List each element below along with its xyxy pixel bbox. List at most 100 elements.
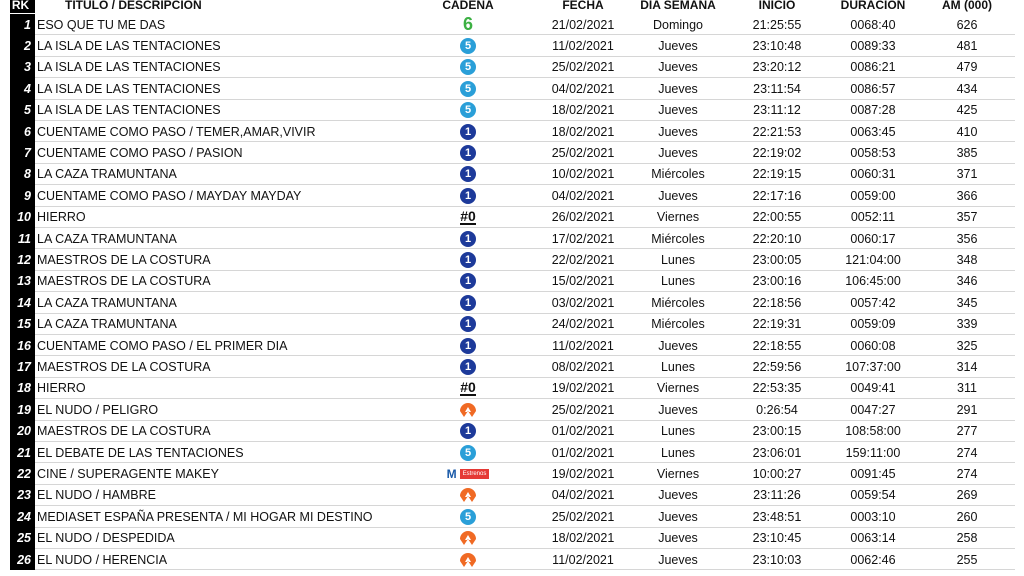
weekday: Lunes: [660, 445, 696, 460]
channel-logo: [460, 488, 476, 503]
duration: 0091:45: [850, 467, 896, 482]
row-divider: [35, 505, 1015, 507]
rank: 21: [10, 442, 35, 464]
title: MEDIASET ESPAÑA PRESENTA / MI HOGAR MI D…: [37, 509, 373, 524]
date: 22/02/2021: [551, 253, 615, 268]
channel-cell: 1: [435, 249, 501, 270]
rank: 9: [10, 185, 35, 207]
date: 11/02/2021: [552, 338, 614, 353]
title: MAESTROS DE LA COSTURA: [37, 253, 211, 268]
row-divider: [35, 376, 1015, 378]
title: HIERRO: [37, 381, 86, 396]
date: 18/02/2021: [551, 103, 615, 118]
title: MAESTROS DE LA COSTURA: [37, 360, 211, 375]
rank: 10: [10, 206, 35, 228]
title: EL NUDO / DESPEDIDA: [37, 531, 175, 546]
duration: 0087:28: [850, 103, 896, 118]
start-time: 22:21:53: [752, 124, 802, 139]
start-time: 23:10:48: [752, 39, 802, 54]
channel-logo: #0: [460, 379, 476, 397]
title: MAESTROS DE LA COSTURA: [37, 424, 211, 439]
row-divider: [35, 227, 1015, 228]
title: LA CAZA TRAMUNTANA: [37, 167, 177, 182]
channel-cell: 6: [435, 14, 501, 35]
duration: 106:45:00: [845, 274, 901, 289]
audience: 357: [956, 210, 978, 225]
weekday: Miércoles: [651, 231, 705, 246]
date: 25/02/2021: [551, 146, 615, 161]
rank: 20: [10, 420, 35, 442]
audience: 366: [956, 188, 978, 203]
channel-logo: 1: [460, 166, 476, 183]
title: CINE / SUPERAGENTE MAKEY: [37, 467, 219, 482]
weekday: Miércoles: [651, 317, 705, 332]
duration: 108:58:00: [845, 424, 901, 439]
rank: 19: [10, 399, 35, 421]
weekday: Jueves: [658, 531, 698, 546]
duration: 0063:14: [850, 531, 896, 546]
channel-cell: 1: [435, 142, 501, 163]
weekday: Viernes: [656, 210, 700, 225]
channel-logo: 1: [460, 252, 476, 269]
column-header: FECHA: [562, 0, 604, 12]
weekday: Jueves: [658, 402, 698, 417]
weekday: Viernes: [656, 467, 700, 482]
start-time: 22:18:56: [752, 295, 802, 310]
duration: 159:11:00: [845, 445, 901, 460]
channel-logo: 1: [460, 187, 476, 204]
row-divider: [35, 441, 1015, 442]
weekday: Lunes: [660, 253, 696, 268]
channel-cell: 1: [435, 421, 501, 442]
duration: 0049:41: [850, 381, 896, 396]
channel-logo: 5: [460, 38, 476, 55]
audience: 258: [956, 531, 978, 546]
channel-logo: 1: [460, 337, 476, 354]
channel-logo: 5: [460, 80, 476, 97]
channel-cell: 5: [435, 35, 501, 56]
audience: 371: [956, 167, 978, 182]
duration: 0062:46: [850, 552, 896, 567]
date: 25/02/2021: [551, 402, 615, 417]
date: 18/02/2021: [551, 124, 615, 139]
start-time: 22:18:55: [752, 338, 802, 353]
column-header: DURACION: [840, 0, 906, 12]
start-time: 23:10:45: [752, 531, 802, 546]
title: LA CAZA TRAMUNTANA: [37, 231, 177, 246]
row-divider: [35, 355, 1015, 357]
row-divider: [35, 548, 1015, 549]
title: LA ISLA DE LAS TENTACIONES: [37, 81, 221, 96]
row-divider: [35, 162, 1015, 164]
duration: 107:37:00: [845, 360, 901, 375]
channel-logo: 1: [460, 145, 476, 162]
title: LA CAZA TRAMUNTANA: [37, 295, 177, 310]
row-divider: [35, 419, 1015, 421]
row-divider: [35, 98, 1015, 100]
start-time: 22:19:02: [752, 146, 802, 161]
row-divider: [35, 55, 1015, 57]
channel-logo: 1: [460, 273, 476, 290]
date: 04/02/2021: [551, 81, 615, 96]
channel-cell: [435, 399, 501, 420]
date: 01/02/2021: [551, 445, 615, 460]
title: HIERRO: [37, 210, 86, 225]
title: LA CAZA TRAMUNTANA: [37, 317, 177, 332]
rank: 24: [10, 506, 35, 528]
audience: 277: [956, 424, 978, 439]
weekday: Jueves: [658, 81, 698, 96]
audience: 255: [956, 552, 978, 567]
title: EL NUDO / HERENCIA: [37, 552, 168, 567]
start-time: 23:11:12: [753, 103, 801, 118]
date: 10/02/2021: [551, 167, 615, 182]
rank: 8: [10, 163, 35, 186]
start-time: 22:53:35: [752, 381, 802, 396]
duration: 0059:54: [850, 488, 896, 503]
duration: 0058:53: [850, 146, 896, 161]
date: 11/02/2021: [552, 552, 614, 567]
column-header: DIA SEMANA: [640, 0, 716, 12]
channel-logo: [460, 552, 476, 567]
title: EL NUDO / HAMBRE: [37, 488, 157, 503]
weekday: Miércoles: [651, 167, 705, 182]
audience: 434: [956, 81, 978, 96]
channel-cell: M Estrenos: [435, 463, 501, 484]
duration: 0063:45: [850, 124, 896, 139]
